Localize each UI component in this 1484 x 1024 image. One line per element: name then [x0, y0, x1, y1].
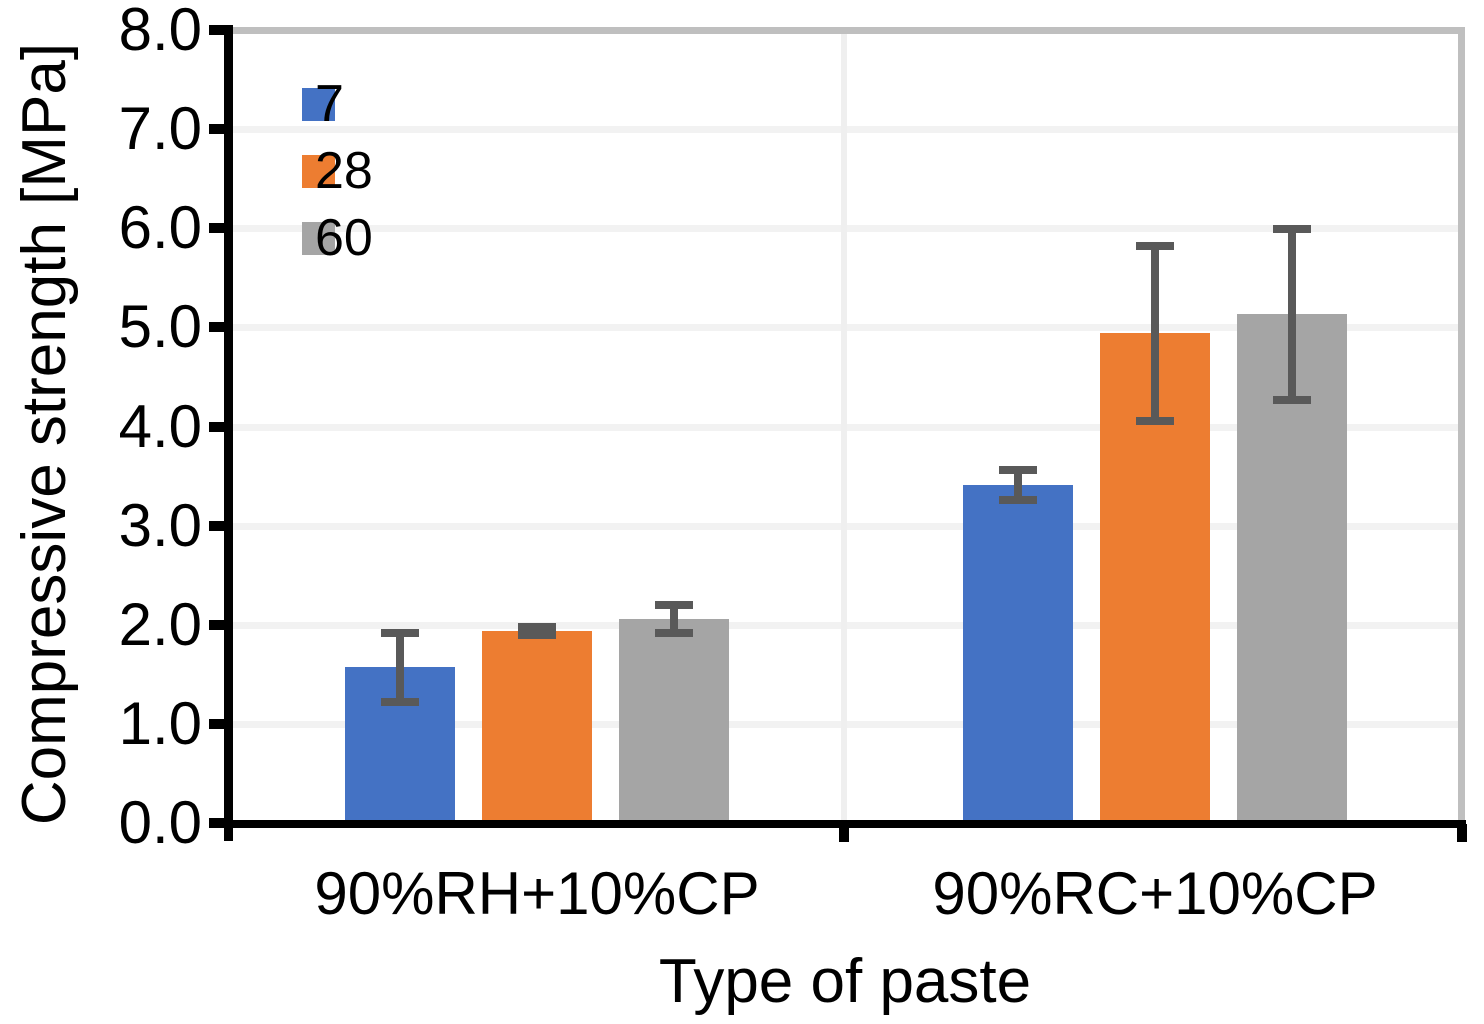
y-tick-label: 0.0: [118, 789, 202, 856]
y-axis-tick: [209, 620, 233, 630]
y-axis-tick: [209, 818, 233, 828]
x-axis-line: [209, 820, 1466, 828]
y-axis-tick: [209, 719, 233, 729]
legend-swatch-60: [302, 221, 335, 255]
y-tick-label: 6.0: [118, 194, 202, 261]
error-bar-line: [1014, 470, 1022, 500]
y-axis-tick: [209, 322, 233, 332]
bar-28-1: [482, 631, 592, 823]
error-bar-cap: [1136, 417, 1174, 425]
error-bar-cap: [999, 496, 1037, 504]
y-axis-tick: [209, 223, 233, 233]
error-bar-cap: [518, 623, 556, 631]
y-tick-label: 2.0: [118, 591, 202, 658]
y-axis-tick: [209, 422, 233, 432]
legend-label: 28: [315, 142, 373, 200]
error-bar-cap: [655, 601, 693, 609]
error-bar-cap: [1273, 225, 1311, 233]
legend-label: 60: [315, 209, 373, 267]
error-bar-cap: [381, 629, 419, 637]
legend-swatch-7: [302, 87, 335, 121]
y-tick-label: 8.0: [118, 0, 202, 63]
error-bar-line: [396, 633, 404, 702]
error-bar-cap: [1273, 396, 1311, 404]
plot-area-right-border: [1458, 27, 1465, 823]
y-axis-tick: [209, 25, 233, 35]
y-tick-label: 1.0: [118, 690, 202, 757]
error-bar-cap: [655, 629, 693, 637]
bar-7-2: [963, 485, 1073, 823]
error-bar-cap: [518, 631, 556, 639]
x-axis-title: Type of paste: [658, 947, 1032, 1016]
y-tick-label: 5.0: [118, 293, 202, 360]
plot-area-top-border: [230, 27, 1465, 34]
error-bar-cap: [999, 466, 1037, 474]
y-tick-label: 3.0: [118, 492, 202, 559]
bar-60-1: [619, 619, 729, 823]
x-category-label: 90%RC+10%CP: [932, 860, 1378, 927]
x-category-label: 90%RH+10%CP: [314, 860, 760, 927]
y-tick-label: 4.0: [118, 393, 202, 460]
error-bar-line: [1151, 246, 1159, 420]
error-bar-line: [1288, 229, 1296, 399]
x-axis-tick: [839, 824, 849, 842]
y-axis-tick: [209, 124, 233, 134]
error-bar-cap: [1136, 242, 1174, 250]
y-axis-tick: [209, 521, 233, 531]
y-axis-line: [224, 27, 233, 841]
category-separator-line: [841, 33, 847, 820]
legend-label: 7: [315, 75, 344, 133]
y-tick-label: 7.0: [118, 95, 202, 162]
error-bar-line: [670, 605, 678, 633]
error-bar-cap: [381, 698, 419, 706]
x-axis-tick: [1457, 824, 1467, 842]
legend-swatch-28: [302, 154, 335, 188]
